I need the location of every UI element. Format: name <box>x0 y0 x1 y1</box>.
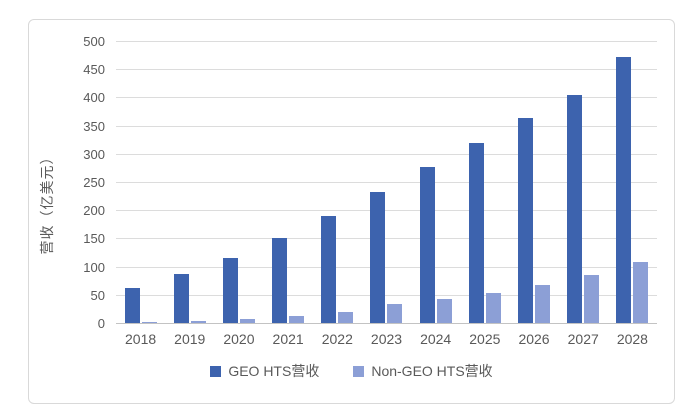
gridline-350 <box>116 125 657 127</box>
y-tick-label-100: 100 <box>83 259 105 275</box>
bar-GEO HTS营收-2018 <box>124 288 140 323</box>
y-tick-label-300: 300 <box>83 146 105 162</box>
x-tick-label-2023: 2023 <box>370 331 403 347</box>
bar-GEO HTS营收-2019 <box>173 273 189 323</box>
gridline-100 <box>116 266 657 268</box>
bar-group-2020 <box>214 41 263 323</box>
legend-label: GEO HTS营收 <box>228 363 320 379</box>
bar-group-2019 <box>165 41 214 323</box>
bar-group-2026 <box>509 41 558 323</box>
gridline-50 <box>116 294 657 296</box>
legend-swatch-icon <box>210 365 222 377</box>
x-tick-label-2022: 2022 <box>321 331 353 347</box>
x-tick-label-2028: 2028 <box>616 331 648 347</box>
bar-GEO HTS营收-2023 <box>370 191 386 323</box>
y-tick-label-250: 250 <box>83 175 105 190</box>
legend-swatch-icon <box>353 365 365 377</box>
bar-Non-GEO HTS营收-2026 <box>535 284 551 323</box>
bar-Non-GEO HTS营收-2025 <box>485 292 501 323</box>
bar-group-2021 <box>264 41 313 323</box>
bar-group-2028 <box>608 41 657 323</box>
bar-GEO HTS营收-2027 <box>567 94 583 323</box>
bar-Non-GEO HTS营收-2018 <box>141 321 157 323</box>
x-tick-label-2019: 2019 <box>174 331 206 347</box>
bar-group-2022 <box>313 41 362 323</box>
x-axis: 2018 2019 2020 2021 2022 2023 2024 2025 2026 2027… <box>116 331 657 349</box>
legend-item-0: GEO HTS营收 <box>210 361 319 381</box>
bar-group-2018 <box>116 41 165 323</box>
bar-Non-GEO HTS营收-2028 <box>633 262 649 323</box>
bar-group-2024 <box>411 41 460 323</box>
x-tick-label-2024: 2024 <box>420 331 452 347</box>
x-tick-label-2026: 2026 <box>518 331 550 347</box>
bar-GEO HTS营收-2028 <box>616 56 632 323</box>
bar-Non-GEO HTS营收-2020 <box>239 319 255 323</box>
x-axis-line <box>116 323 657 324</box>
x-tick-label-2018: 2018 <box>125 331 157 347</box>
y-tick-label-50: 50 <box>90 287 105 303</box>
bar-GEO HTS营收-2022 <box>321 216 337 323</box>
y-tick-label-150: 150 <box>83 231 105 247</box>
x-tick-label-2020: 2020 <box>223 331 255 347</box>
x-tick-label-2025: 2025 <box>469 331 501 347</box>
bar-Non-GEO HTS营收-2023 <box>387 304 403 323</box>
gridline-500 <box>116 41 657 42</box>
legend-label: Non-GEO HTS营收 <box>371 363 493 379</box>
y-tick-label-400: 400 <box>83 90 105 106</box>
y-tick-label-350: 350 <box>83 118 105 134</box>
gridline-250 <box>116 182 657 183</box>
y-tick-label-200: 200 <box>83 203 105 219</box>
chart-frame: 营收（亿美元） 0 50 100 150 200 250 300 350 400 450 500 2… <box>28 19 675 404</box>
bar-group-2023 <box>362 41 411 323</box>
y-tick-label-450: 450 <box>83 62 105 78</box>
bar-Non-GEO HTS营收-2022 <box>338 311 354 323</box>
x-tick-label-2027: 2027 <box>567 331 599 347</box>
bar-Non-GEO HTS营收-2021 <box>289 315 305 323</box>
bar-Non-GEO HTS营收-2027 <box>584 275 600 323</box>
bar-GEO HTS营收-2020 <box>222 257 238 323</box>
legend: GEO HTS营收 Non-GEO HTS营收 <box>29 361 674 381</box>
legend-item-1: Non-GEO HTS营收 <box>353 361 493 381</box>
gridline-400 <box>116 97 657 99</box>
gridline-300 <box>116 153 657 155</box>
gridline-150 <box>116 238 657 240</box>
y-axis-title: 营收（亿美元） <box>39 149 55 255</box>
gridline-200 <box>116 210 657 212</box>
bar-GEO HTS营收-2024 <box>419 166 435 323</box>
x-tick-label-2021: 2021 <box>272 331 304 347</box>
plot-area: 0 50 100 150 200 250 300 350 400 450 500 <box>83 35 657 330</box>
gridline-450 <box>116 69 657 71</box>
bar-GEO HTS营收-2025 <box>468 142 484 323</box>
bar-group-2025 <box>460 41 509 323</box>
bar-Non-GEO HTS营收-2024 <box>436 298 452 323</box>
y-tick-label-0: 0 <box>97 316 105 331</box>
y-tick-label-500: 500 <box>83 34 105 49</box>
bar-GEO HTS营收-2021 <box>272 238 288 323</box>
bar-group-2027 <box>559 41 608 323</box>
bar-Non-GEO HTS营收-2019 <box>190 320 206 323</box>
bar-GEO HTS营收-2026 <box>518 117 534 323</box>
